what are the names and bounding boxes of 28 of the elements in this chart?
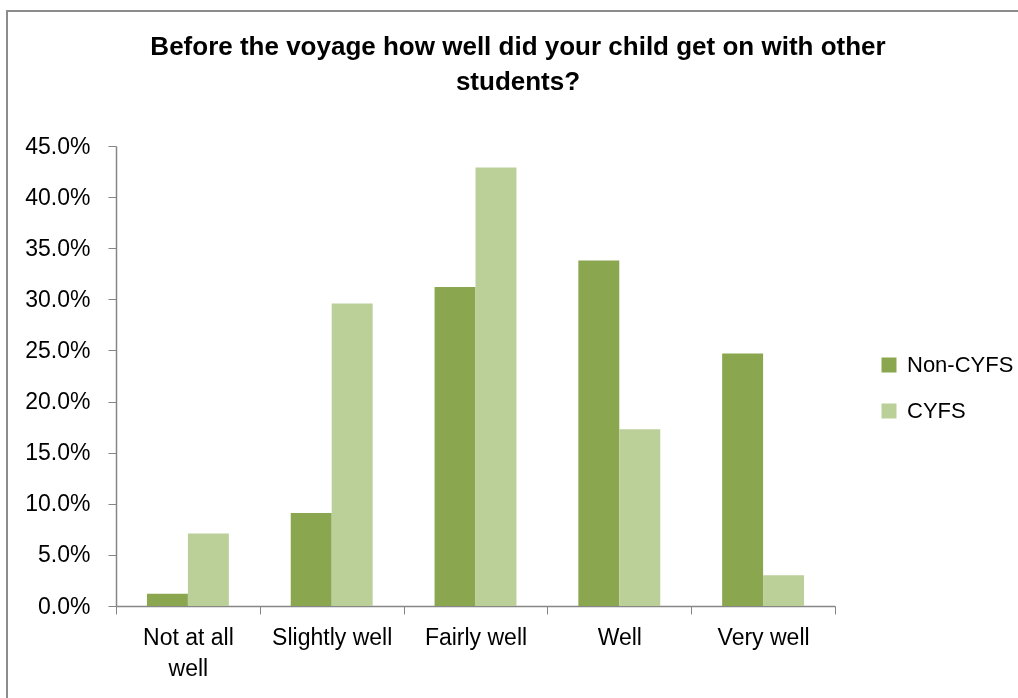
y-tick-label: 40.0% xyxy=(25,183,91,210)
y-tick-label: 25.0% xyxy=(25,336,91,363)
x-tick-label: Well xyxy=(597,623,642,650)
bar xyxy=(578,260,620,606)
y-tick-label: 20.0% xyxy=(25,388,91,415)
y-tick-label: 10.0% xyxy=(25,490,91,517)
bar xyxy=(187,533,229,606)
bar xyxy=(290,512,332,606)
x-tick-label: Very well xyxy=(717,623,810,650)
chart-title: Before the voyage how well did your child get on with other students? xyxy=(150,31,886,96)
x-tick-label: Slightly well xyxy=(272,623,393,650)
bar xyxy=(763,575,805,606)
y-tick-label: 45.0% xyxy=(25,132,91,159)
bar xyxy=(619,429,661,606)
y-tick-label: 35.0% xyxy=(25,234,91,261)
y-tick-label: 5.0% xyxy=(38,541,91,568)
bar xyxy=(722,353,764,606)
y-tick-label: 30.0% xyxy=(25,285,91,312)
legend-label: Non-CYFS xyxy=(907,352,1014,377)
bar xyxy=(331,303,373,606)
y-tick-label: 15.0% xyxy=(25,439,91,466)
bar xyxy=(475,167,517,606)
x-tick-label: Not at all well xyxy=(143,623,234,681)
bar xyxy=(434,287,476,606)
bar xyxy=(146,593,188,606)
legend-label: CYFS xyxy=(907,398,966,423)
y-tick-label: 0.0% xyxy=(38,592,91,619)
x-tick-label: Fairly well xyxy=(424,623,528,650)
